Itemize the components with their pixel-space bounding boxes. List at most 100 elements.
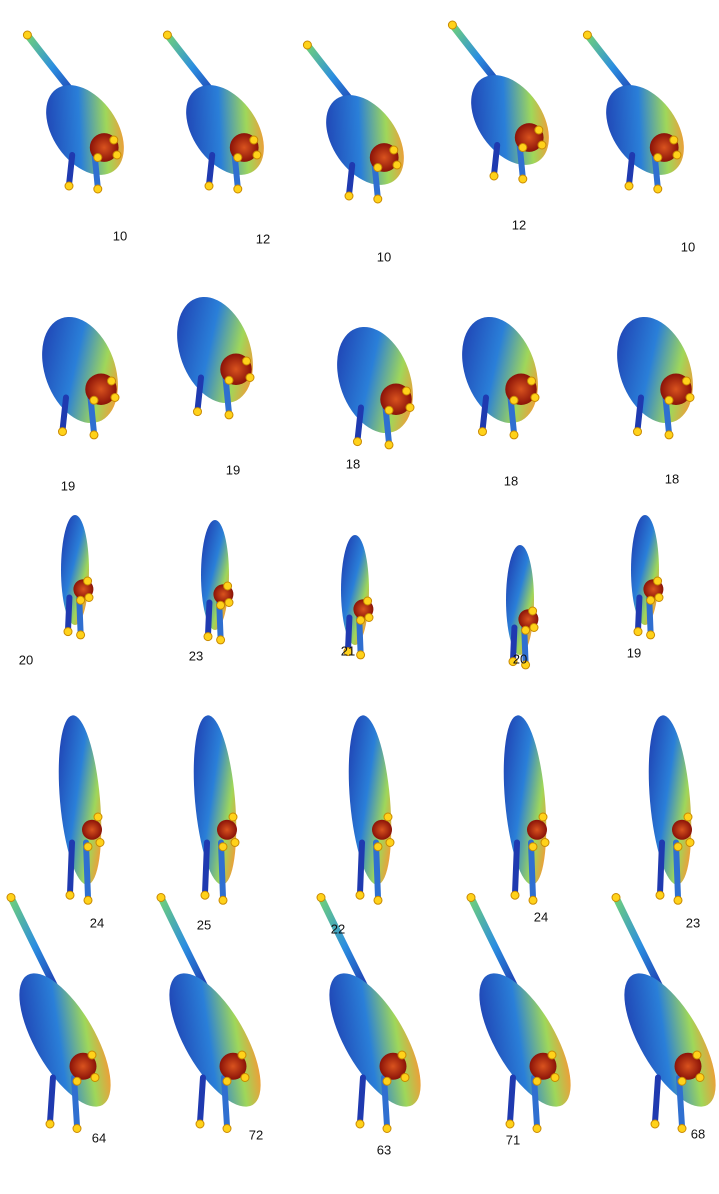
feature-point [405,403,415,412]
feature-point [363,596,373,606]
shape [42,316,120,440]
feature-point [72,1124,82,1133]
feature-point [664,430,674,440]
shape-body [479,973,571,1107]
feature-point [252,150,262,160]
shape-body [341,535,369,645]
shape [611,893,716,1133]
shape-limb [357,1074,366,1126]
count-label: 21 [341,643,355,658]
shape [348,715,395,905]
shape-body [503,715,547,885]
feature-point [532,1076,542,1086]
feature-point [384,440,394,450]
feature-point [685,393,695,402]
feature-point [624,181,634,191]
feature-point [83,895,93,905]
feature-point [84,593,94,602]
count-label: 20 [513,651,527,666]
feature-point [518,143,528,152]
shape-body [61,515,89,625]
feature-point [110,393,120,402]
shape [631,515,664,640]
shape [58,715,105,905]
shape-limb [47,1074,56,1126]
feature-point [685,838,695,847]
feature-point [664,395,674,405]
shape [341,535,374,660]
feature-point [87,1050,97,1060]
feature-point [83,576,93,586]
shape-limb [59,394,69,434]
shape [466,893,571,1133]
feature-point [384,405,394,415]
shape-body [617,316,693,424]
shape-limb [381,1074,390,1130]
shape [6,893,111,1133]
feature-point [65,890,75,900]
shape-body [624,973,716,1107]
feature-point [242,356,251,366]
feature-point [466,893,476,902]
shape-limb [83,839,91,901]
shape [316,893,421,1133]
feature-point [64,181,74,191]
count-label: 24 [90,915,104,930]
count-label: 10 [377,249,391,264]
feature-point [611,893,621,902]
feature-point [489,171,499,181]
feature-point [356,615,366,625]
count-label: 63 [377,1142,391,1157]
feature-point [316,893,326,902]
feature-point [93,812,103,822]
feature-point [222,1076,232,1086]
shape [506,545,539,670]
feature-point [447,20,457,30]
feature-point [383,812,393,822]
count-label: 68 [691,1126,705,1141]
shape-limb [373,839,381,901]
count-label: 24 [534,909,548,924]
shape [648,715,695,905]
feature-point [532,1124,542,1133]
feature-point [204,181,214,191]
feature-point [528,895,538,905]
shape-limb [512,839,520,897]
feature-point [343,647,353,657]
feature-point [224,598,234,607]
feature-point [203,632,213,642]
feature-point [633,427,642,437]
feature-point [233,184,243,194]
feature-point [224,410,234,420]
feature-point [93,153,103,162]
shape [61,515,94,640]
feature-point [355,1119,365,1129]
shape [177,296,255,420]
shape-limb [479,394,489,434]
shape-limb [354,404,364,444]
feature-point [505,1119,515,1129]
feature-point [646,630,656,640]
shape-limb [197,1074,206,1126]
feature-point [245,373,255,382]
feature-point [529,623,539,632]
feature-point [223,581,233,591]
shape-limb [71,1074,80,1130]
feature-point [389,145,399,155]
feature-point [650,1119,660,1129]
feature-point [633,627,643,637]
count-label: 18 [504,473,518,488]
feature-point [655,890,665,900]
shape-limb [206,152,216,188]
count-label: 18 [665,471,679,486]
shape-body [169,973,261,1107]
shape-limb [491,142,501,178]
shape [156,893,261,1133]
feature-point [22,30,32,40]
feature-point [156,893,166,902]
feature-point [107,376,116,386]
feature-point [582,30,592,40]
shape-limb [221,1074,230,1130]
count-label: 25 [197,917,211,932]
shape-body [177,296,253,404]
